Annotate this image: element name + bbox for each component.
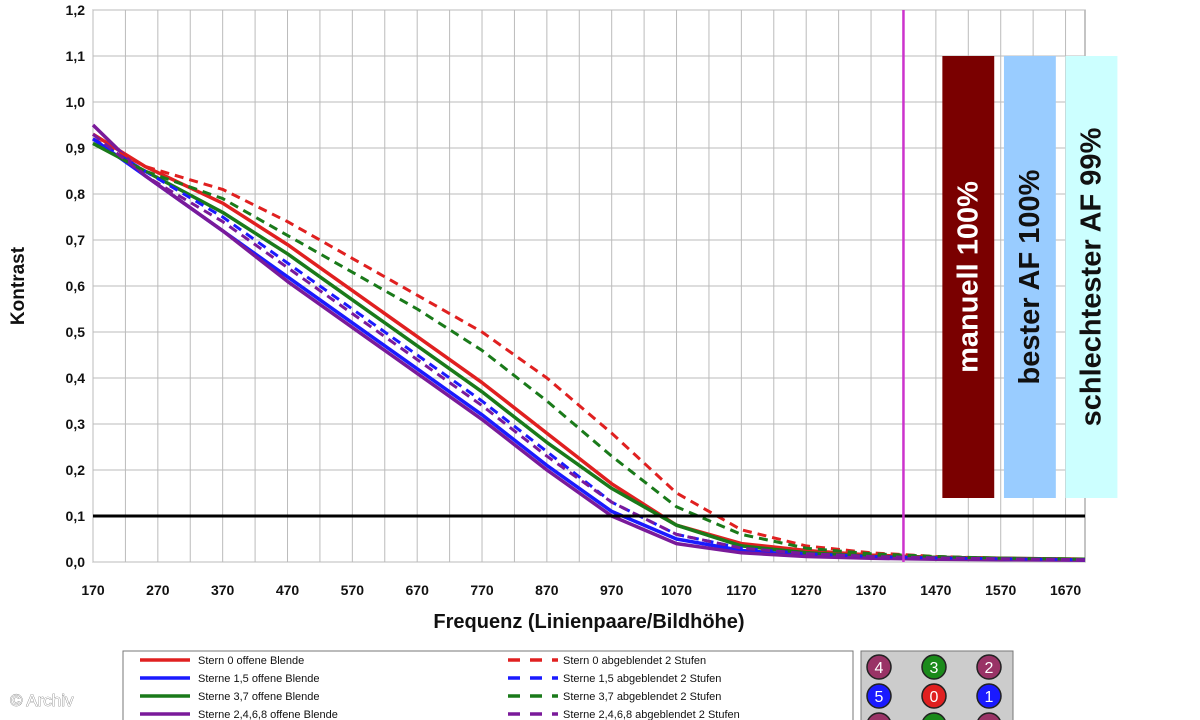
bar-0 xyxy=(942,56,995,498)
axes: 0,0 0,1 0,2 0,3 0,4 0,5 0,6 0,7 0,8 0,9 1,0 1,1 1,2 1… xyxy=(8,2,1081,633)
reference-lines xyxy=(93,10,1085,562)
y-tick-label: 0,8 xyxy=(66,186,86,202)
key-dot-label-1: 3 xyxy=(930,660,939,677)
legend-label-3: Sterne 2,4,6,8 offene Blende xyxy=(198,709,338,720)
legend-label-7: Sterne 2,4,6,8 abgeblendet 2 Stufen xyxy=(563,709,740,720)
key-dot-2 xyxy=(976,654,1002,680)
x-tick-label: 370 xyxy=(211,582,235,598)
x-tick-label: 170 xyxy=(81,582,105,598)
key-dot-0 xyxy=(866,654,892,680)
bars: manuell 100% bester AF 100% schlechtester … xyxy=(942,56,1118,498)
x-tick-label: 1670 xyxy=(1050,582,1081,598)
legend: Stern 0 offene Blende Sterne 1,5 offene B… xyxy=(122,650,854,720)
legend-label-2: Sterne 3,7 offene Blende xyxy=(198,691,320,703)
key-dot-7 xyxy=(922,712,946,720)
bar-label-2: schlechtester AF 99% xyxy=(1075,127,1107,426)
y-tick-label: 0,4 xyxy=(66,370,86,386)
x-tick-label: 1470 xyxy=(920,582,951,598)
x-tick-label: 1270 xyxy=(791,582,822,598)
bar-label-0: manuell 100% xyxy=(952,181,984,373)
key-dot-6 xyxy=(867,712,891,720)
bar-2 xyxy=(1065,56,1118,498)
y-tick-label: 0,2 xyxy=(66,462,86,478)
y-tick-label: 0,6 xyxy=(66,278,86,294)
bar-1 xyxy=(1003,56,1056,498)
y-tick-label: 0,0 xyxy=(66,554,86,570)
x-tick-label: 1170 xyxy=(726,582,757,598)
y-tick-label: 0,3 xyxy=(66,416,86,432)
y-tick-label: 0,9 xyxy=(66,140,86,156)
legend-box xyxy=(122,650,854,720)
y-axis-title: Kontrast xyxy=(8,246,29,325)
x-tick-label: 770 xyxy=(470,582,494,598)
x-tick-label: 870 xyxy=(535,582,559,598)
key-dot-4 xyxy=(921,683,947,709)
y-tick-label: 0,1 xyxy=(66,508,86,524)
key-dot-label-4: 0 xyxy=(930,689,939,706)
y-tick-label: 1,2 xyxy=(66,2,86,18)
x-tick-label: 670 xyxy=(406,582,430,598)
x-tick-label: 970 xyxy=(600,582,624,598)
legend-label-0: Stern 0 offene Blende xyxy=(198,655,304,667)
x-tick-label: 270 xyxy=(146,582,170,598)
series-line-4 xyxy=(92,137,1086,561)
position-key: 4 3 2 5 0 1 xyxy=(860,650,1014,720)
x-tick-label: 1070 xyxy=(661,582,692,598)
x-axis-title: Frequenz (Linienpaare/Bildhöhe) xyxy=(433,611,744,633)
key-dot-1 xyxy=(921,654,947,680)
legend-label-5: Sterne 1,5 abgeblendet 2 Stufen xyxy=(563,673,721,685)
legend-label-1: Sterne 1,5 offene Blende xyxy=(198,673,320,685)
x-tick-label: 1570 xyxy=(985,582,1016,598)
key-dot-5 xyxy=(976,683,1002,709)
key-dot-label-2: 2 xyxy=(985,660,994,677)
key-dot-8 xyxy=(977,712,1001,720)
key-dot-label-5: 1 xyxy=(985,689,994,706)
key-dot-label-3: 5 xyxy=(875,689,884,706)
y-tick-label: 0,5 xyxy=(66,324,86,340)
x-tick-label: 570 xyxy=(341,582,365,598)
y-tick-label: 1,1 xyxy=(66,48,86,64)
key-dot-label-0: 4 xyxy=(875,660,884,677)
legend-label-4: Stern 0 abgeblendet 2 Stufen xyxy=(563,655,706,667)
grid xyxy=(92,9,1086,563)
y-tick-label: 0,7 xyxy=(66,232,86,248)
legend-label-6: Sterne 3,7 abgeblendet 2 Stufen xyxy=(563,691,721,703)
credit-text: © Archiv xyxy=(10,691,74,710)
y-tick-label: 1,0 xyxy=(66,94,86,110)
x-tick-label: 1370 xyxy=(855,582,886,598)
key-dot-3 xyxy=(866,683,892,709)
bar-label-1: bester AF 100% xyxy=(1014,169,1046,384)
x-tick-label: 470 xyxy=(276,582,300,598)
